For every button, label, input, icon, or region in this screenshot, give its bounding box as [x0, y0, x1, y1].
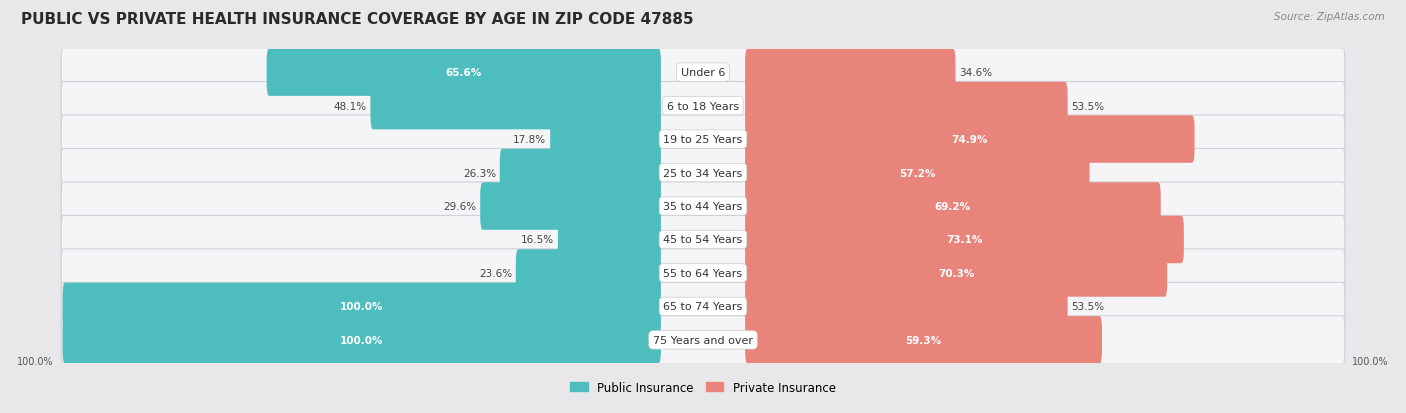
- Text: 29.6%: 29.6%: [443, 202, 477, 211]
- FancyBboxPatch shape: [62, 249, 1344, 297]
- FancyBboxPatch shape: [550, 116, 661, 164]
- Text: 45 to 54 Years: 45 to 54 Years: [664, 235, 742, 245]
- FancyBboxPatch shape: [370, 83, 661, 130]
- Text: 57.2%: 57.2%: [898, 168, 935, 178]
- Text: 74.9%: 74.9%: [952, 135, 988, 145]
- Text: 23.6%: 23.6%: [479, 268, 512, 278]
- Text: 100.0%: 100.0%: [340, 335, 384, 345]
- FancyBboxPatch shape: [62, 82, 1344, 131]
- Text: PUBLIC VS PRIVATE HEALTH INSURANCE COVERAGE BY AGE IN ZIP CODE 47885: PUBLIC VS PRIVATE HEALTH INSURANCE COVER…: [21, 12, 693, 27]
- FancyBboxPatch shape: [499, 150, 661, 197]
- Text: 55 to 64 Years: 55 to 64 Years: [664, 268, 742, 278]
- Text: 19 to 25 Years: 19 to 25 Years: [664, 135, 742, 145]
- FancyBboxPatch shape: [745, 116, 1195, 164]
- Text: 26.3%: 26.3%: [463, 168, 496, 178]
- FancyBboxPatch shape: [745, 49, 956, 97]
- Text: 48.1%: 48.1%: [333, 101, 367, 112]
- Text: 6 to 18 Years: 6 to 18 Years: [666, 101, 740, 112]
- Text: 35 to 44 Years: 35 to 44 Years: [664, 202, 742, 211]
- Text: 69.2%: 69.2%: [935, 202, 972, 211]
- FancyBboxPatch shape: [745, 316, 1102, 364]
- FancyBboxPatch shape: [745, 216, 1184, 263]
- FancyBboxPatch shape: [267, 49, 661, 97]
- Text: 17.8%: 17.8%: [513, 135, 547, 145]
- Text: 25 to 34 Years: 25 to 34 Years: [664, 168, 742, 178]
- FancyBboxPatch shape: [62, 316, 1344, 364]
- FancyBboxPatch shape: [62, 116, 1344, 164]
- Text: 100.0%: 100.0%: [17, 356, 53, 366]
- FancyBboxPatch shape: [62, 183, 1344, 230]
- Text: 65 to 74 Years: 65 to 74 Years: [664, 301, 742, 312]
- FancyBboxPatch shape: [62, 49, 1344, 97]
- Text: 100.0%: 100.0%: [1353, 356, 1389, 366]
- FancyBboxPatch shape: [481, 183, 661, 230]
- FancyBboxPatch shape: [745, 283, 1067, 330]
- FancyBboxPatch shape: [62, 216, 1344, 264]
- Text: Under 6: Under 6: [681, 68, 725, 78]
- FancyBboxPatch shape: [62, 316, 661, 364]
- Text: 53.5%: 53.5%: [1071, 301, 1105, 312]
- Text: 100.0%: 100.0%: [340, 301, 384, 312]
- Text: 70.3%: 70.3%: [938, 268, 974, 278]
- Text: 65.6%: 65.6%: [446, 68, 482, 78]
- FancyBboxPatch shape: [745, 249, 1167, 297]
- Text: 73.1%: 73.1%: [946, 235, 983, 245]
- Text: 34.6%: 34.6%: [959, 68, 993, 78]
- FancyBboxPatch shape: [745, 83, 1067, 130]
- Text: 59.3%: 59.3%: [905, 335, 942, 345]
- FancyBboxPatch shape: [558, 216, 661, 263]
- FancyBboxPatch shape: [516, 249, 661, 297]
- Legend: Public Insurance, Private Insurance: Public Insurance, Private Insurance: [565, 376, 841, 399]
- FancyBboxPatch shape: [62, 283, 661, 330]
- FancyBboxPatch shape: [62, 149, 1344, 197]
- FancyBboxPatch shape: [62, 282, 1344, 331]
- FancyBboxPatch shape: [745, 183, 1161, 230]
- Text: 16.5%: 16.5%: [522, 235, 554, 245]
- Text: 75 Years and over: 75 Years and over: [652, 335, 754, 345]
- Text: 53.5%: 53.5%: [1071, 101, 1105, 112]
- Text: Source: ZipAtlas.com: Source: ZipAtlas.com: [1274, 12, 1385, 22]
- FancyBboxPatch shape: [745, 150, 1090, 197]
